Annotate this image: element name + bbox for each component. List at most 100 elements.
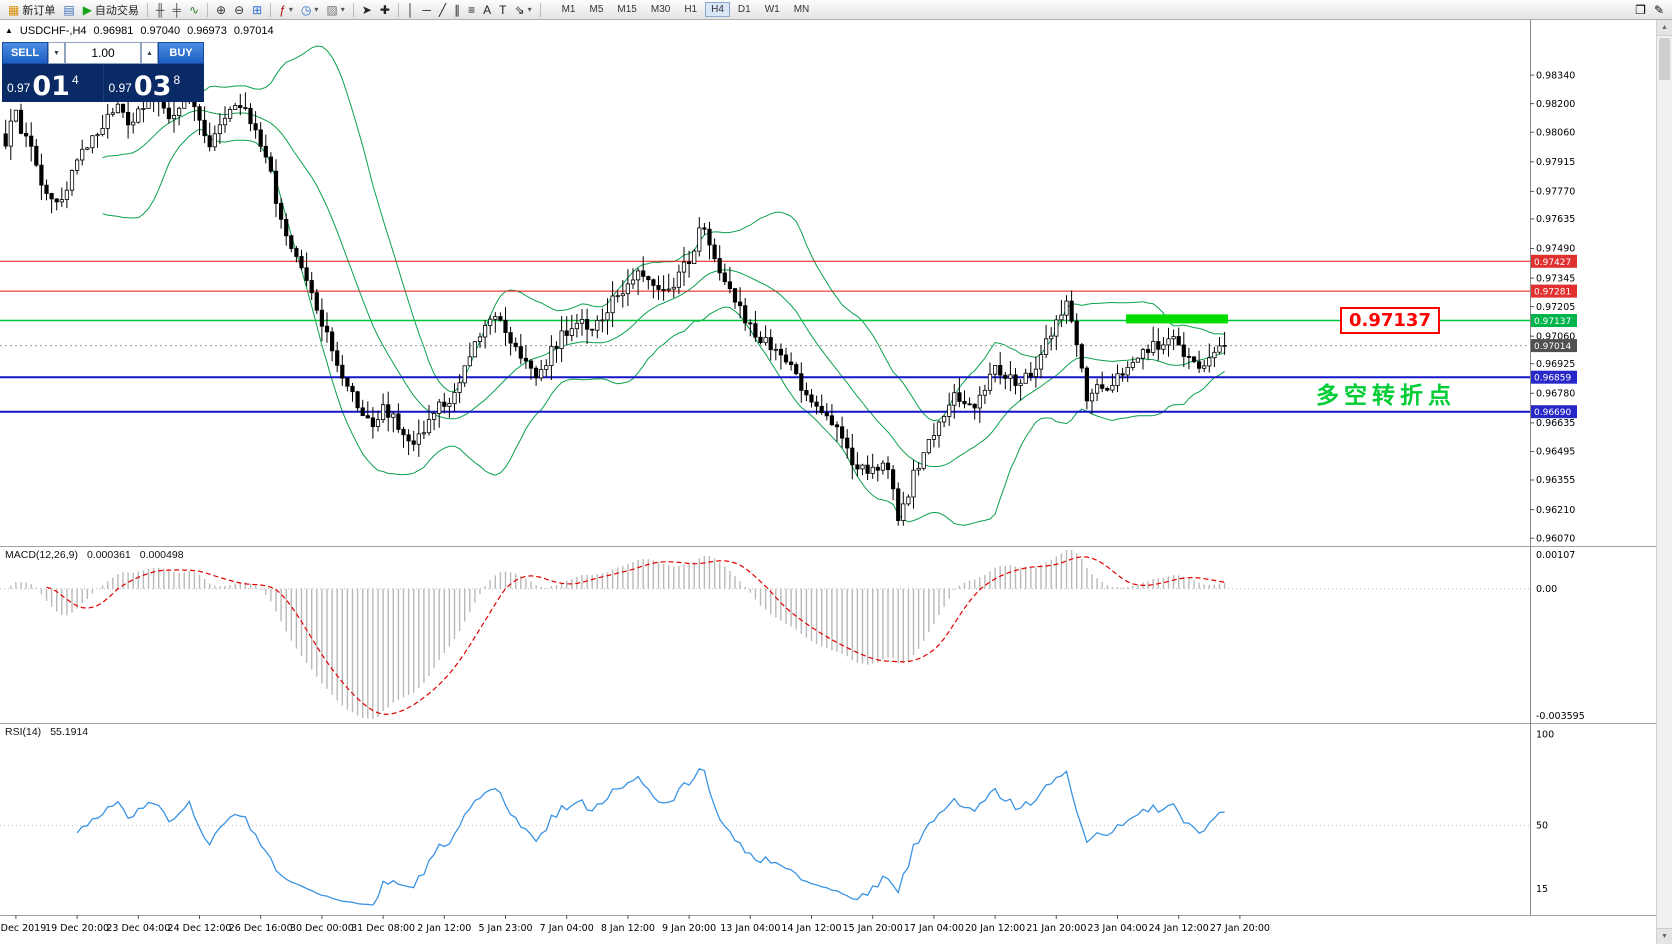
collapse-panel-icon[interactable]: ▲ — [5, 26, 13, 35]
toolbar-separator — [146, 2, 148, 17]
sell-price[interactable]: 0.97 01 4 — [2, 64, 103, 102]
autotrading-icon: ▶ — [82, 2, 92, 17]
scrollbar-thumb[interactable] — [1659, 38, 1670, 80]
zoom-out-button[interactable]: ⊖ — [230, 1, 248, 19]
buy-price-main: 0.97 — [108, 81, 132, 95]
price-callout[interactable]: 0.97137 — [1340, 307, 1440, 334]
chart-window-button[interactable]: ▤ — [59, 1, 78, 19]
svg-text:21 Jan 20:00: 21 Jan 20:00 — [1026, 923, 1086, 934]
highlight-zone — [1126, 314, 1228, 324]
toolbar-separator — [397, 2, 399, 17]
periods-button[interactable]: ◷ ▾ — [297, 1, 323, 19]
svg-text:0.96690: 0.96690 — [1534, 408, 1571, 418]
toolbar-separator — [207, 2, 209, 17]
timeframe-mn-button[interactable]: MN — [793, 4, 810, 15]
toolbar-separator — [270, 2, 272, 17]
line-chart-button[interactable]: ∿ — [185, 1, 203, 19]
buy-price-pips: 03 — [133, 71, 172, 102]
svg-text:0.00107: 0.00107 — [1536, 550, 1575, 561]
timeframe-h4-button[interactable]: H4 — [705, 2, 730, 17]
rsi-axis-labels: 100 50 15 — [1536, 730, 1554, 896]
vertical-line-button[interactable]: │ — [403, 1, 419, 19]
cursor-button[interactable]: ➤ — [358, 1, 376, 19]
svg-text:7 Jan 04:00: 7 Jan 04:00 — [540, 923, 594, 934]
svg-text:5 Jan 23:00: 5 Jan 23:00 — [478, 923, 532, 934]
new-order-button[interactable]: ▦ 新订单 — [4, 1, 59, 19]
candlestick-chart-icon: ╪ — [172, 2, 181, 17]
indicators-icon: ƒ — [279, 2, 286, 17]
timeframe-w1-button[interactable]: W1 — [764, 4, 780, 15]
text-icon: A — [483, 2, 492, 17]
svg-text:31 Dec 08:00: 31 Dec 08:00 — [351, 923, 415, 934]
text-button[interactable]: A — [479, 1, 495, 19]
svg-text:20 Jan 12:00: 20 Jan 12:00 — [965, 923, 1025, 934]
periods-icon: ◷ — [300, 2, 312, 17]
timeframe-h1-button[interactable]: H1 — [684, 4, 698, 15]
sell-button[interactable]: SELL — [2, 42, 48, 64]
pencil-button[interactable]: ✎ — [1650, 1, 1668, 19]
svg-text:14 Jan 12:00: 14 Jan 12:00 — [781, 923, 841, 934]
candlestick-chart-button[interactable]: ╪ — [168, 1, 185, 19]
svg-text:8 Jan 12:00: 8 Jan 12:00 — [601, 923, 655, 934]
main-chart-canvas[interactable]: 0.98340 0.98200 0.98060 0.97915 0.97770 0.976… — [0, 20, 1656, 546]
svg-text:0.96780: 0.96780 — [1536, 389, 1575, 400]
timeframe-m5-button[interactable]: M5 — [589, 4, 604, 15]
templates-button[interactable]: ▨ ▾ — [322, 1, 348, 19]
timeframe-m15-button[interactable]: M15 — [617, 4, 637, 15]
timeframe-m30-button[interactable]: M30 — [650, 4, 671, 15]
volume-up-button[interactable]: ▲ — [141, 42, 158, 64]
label-button[interactable]: T — [495, 1, 510, 19]
open-value: 0.96981 — [93, 25, 134, 37]
macd-panel-canvas[interactable]: 0.00107 0.00 -0.003595 — [0, 546, 1656, 723]
arrows-button[interactable]: ⇘ ▾ — [511, 1, 536, 19]
bar-chart-icon: ╫ — [155, 2, 165, 17]
bar-chart-button[interactable]: ╫ — [152, 1, 169, 19]
indicators-button[interactable]: ƒ ▾ — [275, 1, 297, 19]
timeframe-d1-button[interactable]: D1 — [737, 4, 751, 15]
autotrading-button[interactable]: ▶ 自动交易 — [79, 1, 143, 19]
svg-text:15 Jan 20:00: 15 Jan 20:00 — [843, 923, 903, 934]
chevron-down-icon: ▾ — [340, 5, 345, 14]
buy-button[interactable]: BUY — [158, 42, 204, 64]
tile-windows-icon: ⊞ — [252, 2, 263, 17]
channel-button[interactable]: ∥ — [450, 1, 464, 19]
rsi-header: RSI(14) 55.1914 — [5, 726, 88, 738]
svg-text:0.96495: 0.96495 — [1536, 447, 1575, 458]
svg-text:17 Jan 04:00: 17 Jan 04:00 — [904, 923, 964, 934]
svg-text:0.97014: 0.97014 — [1534, 342, 1571, 352]
toolbar-right-group: ❐ ✎ — [1631, 0, 1668, 19]
svg-text:-0.003595: -0.003595 — [1536, 711, 1585, 722]
macd-header: MACD(12,26,9) 0.000361 0.000498 — [5, 549, 184, 561]
trendline-button[interactable]: ╱ — [435, 1, 450, 19]
svg-text:0.96355: 0.96355 — [1536, 475, 1575, 486]
timeframe-m1-button[interactable]: M1 — [561, 4, 576, 15]
vertical-scrollbar[interactable]: ▲ ▼ — [1656, 20, 1672, 944]
toolbar: ▦ 新订单 ▤ ▶ 自动交易 ╫ ╪ ∿ ⊕ ⊖ ⊞ ƒ ▾ ◷ ▾ ▨ ▾ ➤ ✚ │ ─ ╱ ∥ ≡ A T ⇘ ▾ M1 M5 M1… — [0, 0, 1672, 20]
volume-input[interactable] — [65, 42, 141, 64]
chevron-down-icon: ▾ — [527, 5, 532, 14]
svg-text:13 Jan 04:00: 13 Jan 04:00 — [720, 923, 780, 934]
svg-text:0.96070: 0.96070 — [1536, 533, 1575, 544]
fibonacci-button[interactable]: ≡ — [464, 1, 479, 19]
svg-text:0.96210: 0.96210 — [1536, 505, 1575, 516]
label-icon: T — [499, 2, 507, 17]
svg-text:0.97205: 0.97205 — [1536, 302, 1575, 313]
tile-windows-button[interactable]: ⊞ — [248, 1, 266, 19]
scroll-up-button[interactable]: ▲ — [1657, 20, 1672, 36]
volume-down-button[interactable]: ▼ — [48, 42, 65, 64]
scroll-down-button[interactable]: ▼ — [1657, 928, 1672, 944]
svg-text:0.96635: 0.96635 — [1536, 418, 1575, 429]
arrows-icon: ⇘ — [514, 2, 525, 17]
horizontal-line-button[interactable]: ─ — [418, 1, 435, 19]
buy-price[interactable]: 0.97 03 8 — [102, 64, 205, 102]
price-axis-markers: 0.97427 0.97281 0.97137 0.97014 0.96859 0.966… — [1531, 254, 1577, 419]
zoom-in-button[interactable]: ⊕ — [212, 1, 230, 19]
templates-icon: ▨ — [326, 2, 338, 17]
window-button[interactable]: ❐ — [1631, 1, 1650, 19]
crosshair-button[interactable]: ✚ — [376, 1, 394, 19]
macd-histogram — [10, 550, 1226, 719]
rsi-panel-canvas[interactable]: 100 50 15 — [0, 723, 1656, 915]
low-value: 0.96973 — [187, 25, 227, 37]
